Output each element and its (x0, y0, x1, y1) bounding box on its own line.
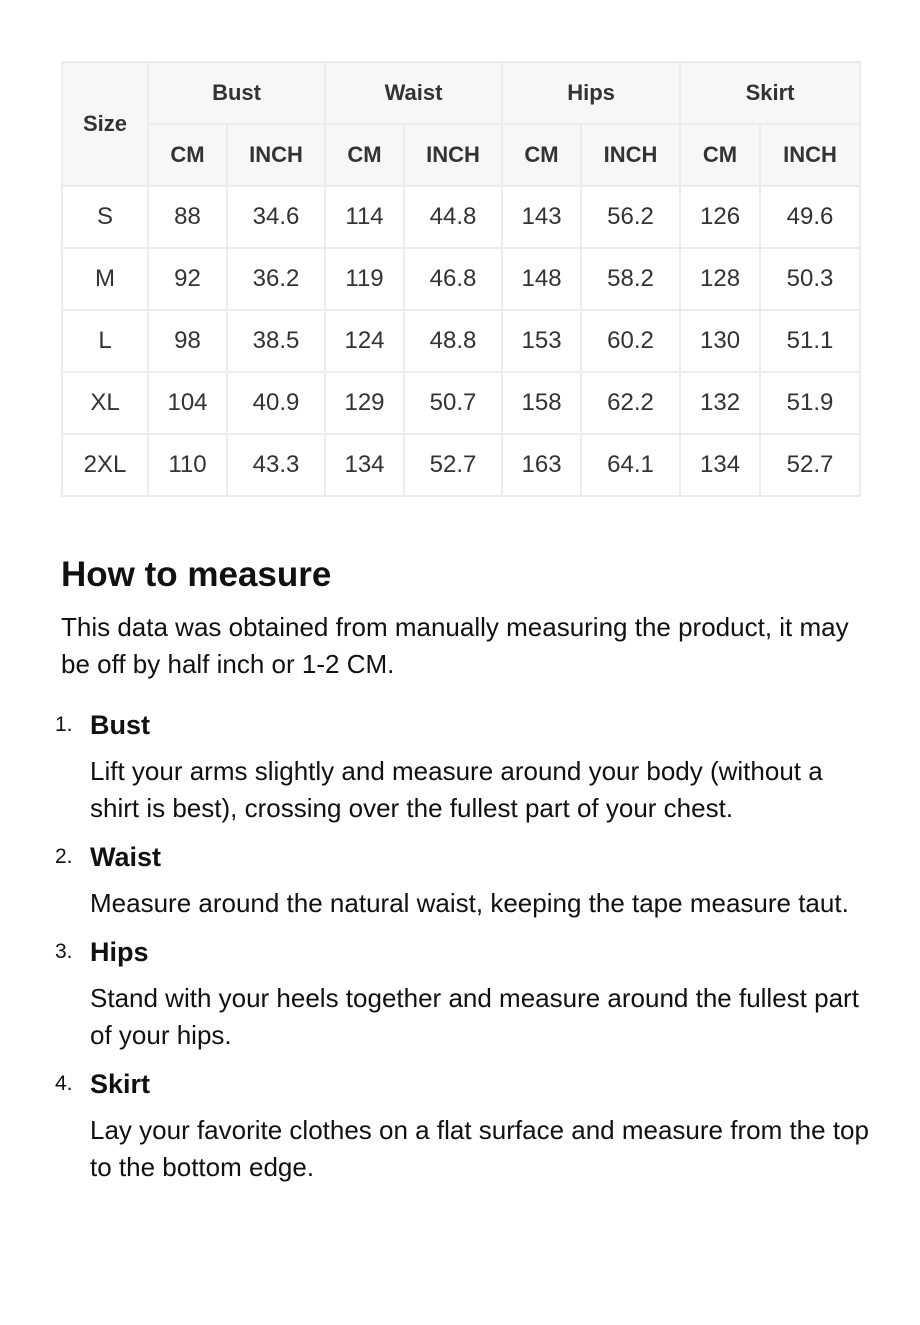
unit-header: CM (147, 123, 228, 187)
value-cell: 134 (324, 433, 406, 497)
value-cell: 163 (501, 433, 583, 497)
value-cell: 50.7 (403, 371, 504, 435)
how-to-measure-section: How to measure This data was obtained fr… (55, 555, 871, 1198)
table-row: S 88 34.6 114 44.8 143 56.2 126 49.6 (61, 185, 862, 249)
unit-header: CM (501, 123, 583, 187)
value-cell: 132 (679, 371, 762, 435)
table-row: 2XL 110 43.3 134 52.7 163 64.1 134 52.7 (61, 433, 862, 497)
item-description: Stand with your heels together and measu… (90, 983, 859, 1050)
group-header: Hips (501, 61, 682, 125)
size-header: Size (61, 61, 149, 187)
item-number: 1. (55, 713, 73, 736)
value-cell: 126 (679, 185, 762, 249)
size-cell: 2XL (61, 433, 149, 497)
table-row: XL 104 40.9 129 50.7 158 62.2 132 51.9 (61, 371, 862, 435)
value-cell: 153 (501, 309, 583, 373)
value-cell: 64.1 (580, 433, 682, 497)
unit-header: CM (324, 123, 406, 187)
size-chart-table: Size Bust Waist Hips Skirt CM INCH CM INCH C… (61, 61, 862, 497)
item-title: Skirt (90, 1069, 151, 1099)
unit-header: INCH (225, 123, 327, 187)
value-cell: 52.7 (403, 433, 504, 497)
unit-header: INCH (403, 123, 504, 187)
value-cell: 114 (324, 185, 406, 249)
value-cell: 44.8 (403, 185, 504, 249)
value-cell: 58.2 (580, 247, 682, 311)
section-title: How to measure (61, 555, 332, 594)
value-cell: 51.9 (759, 371, 862, 435)
unit-header: INCH (580, 123, 682, 187)
value-cell: 110 (147, 433, 228, 497)
size-cell: XL (61, 371, 149, 435)
value-cell: 40.9 (225, 371, 327, 435)
value-cell: 130 (679, 309, 762, 373)
group-header: Skirt (679, 61, 862, 125)
value-cell: 60.2 (580, 309, 682, 373)
list-item: 1. Bust Lift your arms slightly and measur… (55, 707, 871, 827)
value-cell: 134 (679, 433, 762, 497)
value-cell: 62.2 (580, 371, 682, 435)
value-cell: 119 (324, 247, 406, 311)
value-cell: 143 (501, 185, 583, 249)
value-cell: 52.7 (759, 433, 862, 497)
size-cell: S (61, 185, 149, 249)
value-cell: 88 (147, 185, 228, 249)
item-description: Lift your arms slightly and measure arou… (90, 756, 823, 823)
value-cell: 148 (501, 247, 583, 311)
measure-list: 1. Bust Lift your arms slightly and measur… (55, 707, 871, 1186)
value-cell: 56.2 (580, 185, 682, 249)
group-header: Bust (146, 61, 327, 125)
item-title: Hips (90, 937, 149, 967)
table-row: M 92 36.2 119 46.8 148 58.2 128 50.3 (61, 247, 862, 311)
unit-header: INCH (759, 123, 862, 187)
list-item: 3. Hips Stand with your heels together and… (55, 934, 871, 1054)
value-cell: 48.8 (403, 309, 504, 373)
value-cell: 124 (324, 309, 406, 373)
item-number: 4. (55, 1072, 73, 1095)
list-item: 2. Waist Measure around the natural waist,… (55, 839, 871, 922)
table-row: L 98 38.5 124 48.8 153 60.2 130 51.1 (61, 309, 862, 373)
value-cell: 38.5 (225, 309, 327, 373)
item-description: Measure around the natural waist, keepin… (90, 888, 849, 918)
value-cell: 129 (324, 371, 406, 435)
value-cell: 46.8 (403, 247, 504, 311)
value-cell: 50.3 (759, 247, 862, 311)
item-number: 3. (55, 940, 73, 963)
unit-header: CM (679, 123, 762, 187)
value-cell: 98 (147, 309, 228, 373)
value-cell: 92 (147, 247, 228, 311)
value-cell: 128 (679, 247, 762, 311)
value-cell: 158 (501, 371, 583, 435)
intro-text: This data was obtained from manually mea… (61, 612, 849, 679)
value-cell: 43.3 (225, 433, 327, 497)
size-cell: M (61, 247, 149, 311)
item-title: Waist (90, 842, 162, 872)
list-item: 4. Skirt Lay your favorite clothes on a fl… (55, 1066, 871, 1186)
value-cell: 51.1 (759, 309, 862, 373)
group-header: Waist (324, 61, 504, 125)
item-description: Lay your favorite clothes on a flat surf… (90, 1115, 869, 1182)
value-cell: 104 (147, 371, 228, 435)
value-cell: 34.6 (225, 185, 327, 249)
item-title: Bust (90, 710, 150, 740)
item-number: 2. (55, 845, 73, 868)
value-cell: 36.2 (225, 247, 327, 311)
size-cell: L (61, 309, 149, 373)
value-cell: 49.6 (759, 185, 862, 249)
